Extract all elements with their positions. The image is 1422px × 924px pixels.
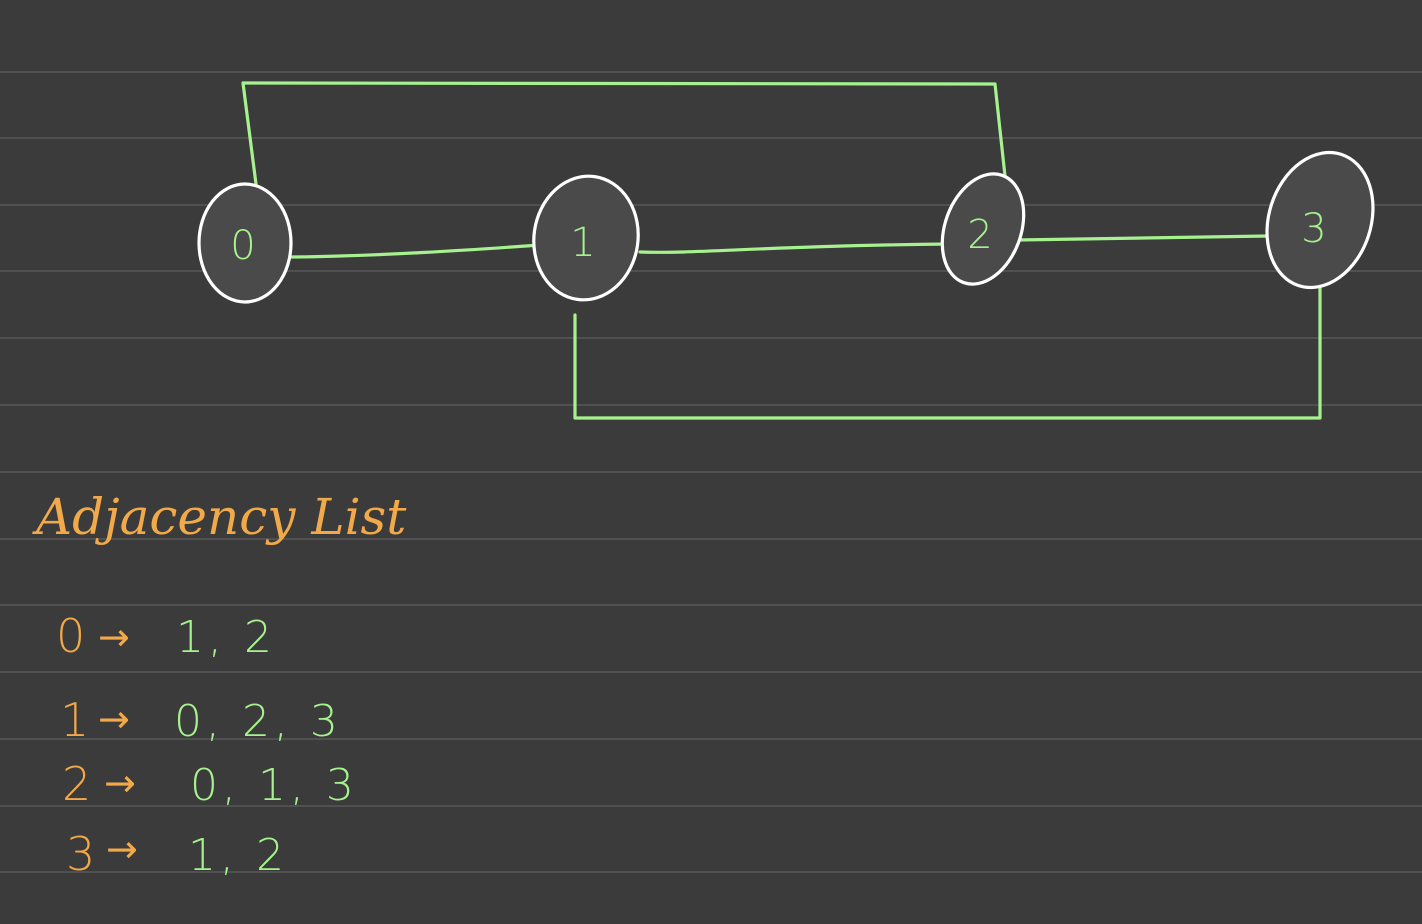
row-neighbors: 1, 2 (176, 612, 276, 663)
node-circle (1265, 150, 1375, 290)
graph-node-0: 0 (197, 182, 293, 304)
row-neighbors: 0, 2, 3 (174, 696, 342, 747)
graph-node-2: 2 (940, 172, 1026, 286)
edge-2-3 (1015, 234, 1270, 242)
graph-nodes: 0 1 2 3 (197, 150, 1375, 304)
row-vertex: 1 (60, 693, 89, 747)
adjacency-list: Adjacency List 0 → 1, 2 1 → 0, 2, 3 2 → … (32, 488, 407, 881)
adjacency-row-2: 2 → 0, 1, 3 (62, 757, 358, 811)
graph-edges (241, 81, 1322, 420)
adjacency-row-1: 1 → 0, 2, 3 (60, 693, 342, 747)
graph-node-1: 1 (532, 174, 640, 302)
adjacency-row-0: 0 → 1, 2 (56, 609, 276, 663)
row-vertex: 0 (56, 609, 85, 663)
adjacency-row-3: 3 → 1, 2 (66, 827, 288, 881)
edge-0-2 (241, 81, 1007, 186)
node-label: 2 (967, 212, 992, 258)
row-neighbors: 1, 2 (188, 830, 288, 881)
row-arrow: → (104, 761, 136, 805)
edge-1-3 (573, 281, 1322, 420)
edge-0-1 (290, 243, 542, 259)
row-vertex: 2 (62, 757, 91, 811)
node-label: 1 (570, 220, 595, 266)
node-circle (940, 172, 1026, 286)
row-arrow: → (106, 827, 138, 871)
row-vertex: 3 (66, 827, 95, 881)
edge-1-2 (638, 242, 952, 254)
ruled-lines (0, 71, 1422, 873)
row-neighbors: 0, 1, 3 (190, 760, 358, 811)
graph-node-3: 3 (1265, 150, 1375, 290)
node-label: 0 (230, 223, 255, 269)
node-circle (532, 174, 640, 302)
node-label: 3 (1301, 206, 1326, 252)
node-circle (197, 182, 293, 304)
adjacency-list-heading: Adjacency List (32, 488, 407, 546)
row-arrow: → (98, 615, 130, 659)
row-arrow: → (98, 697, 130, 741)
